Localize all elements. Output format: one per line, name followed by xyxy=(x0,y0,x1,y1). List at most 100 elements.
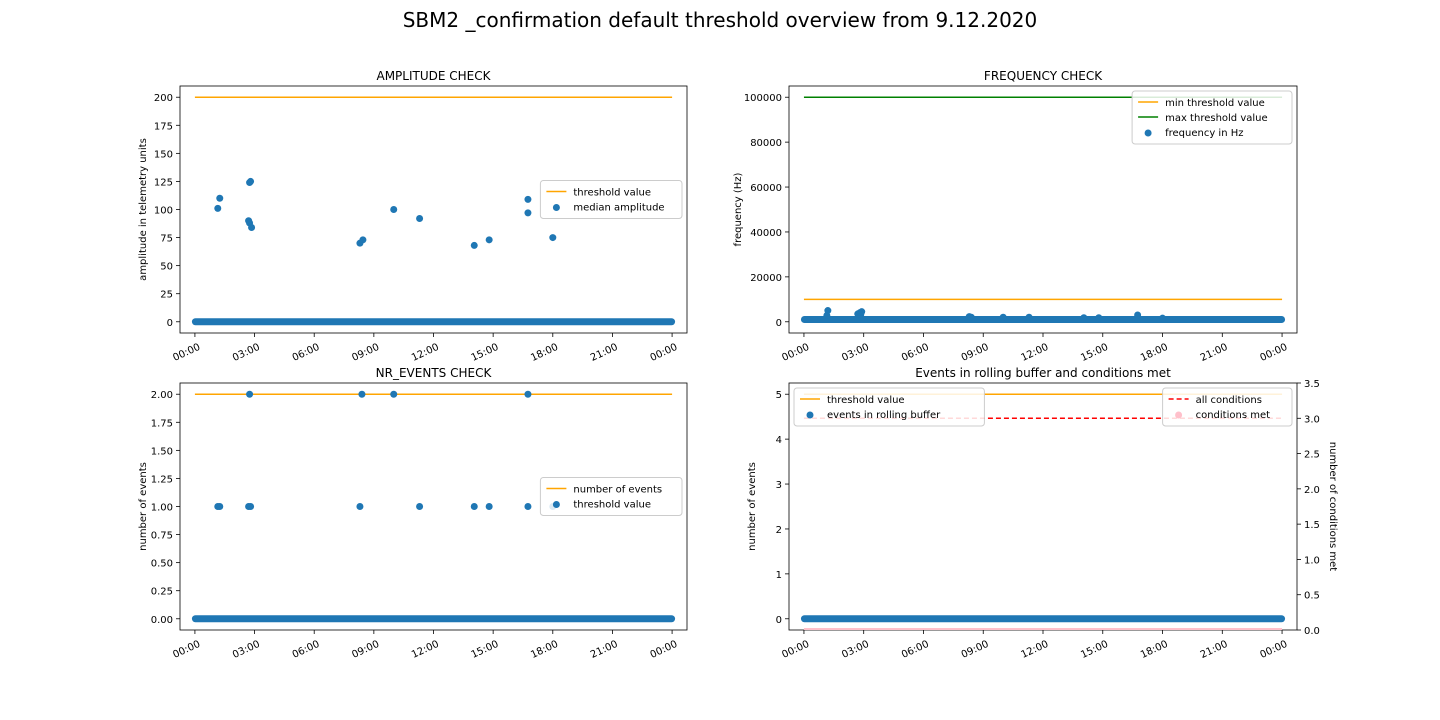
xtick-label: 03:00 xyxy=(231,342,262,364)
legend-swatch-dot xyxy=(1175,411,1183,419)
ytick-label: 1.75 xyxy=(151,418,173,429)
data-point xyxy=(216,194,224,202)
ytick-label: 60000 xyxy=(750,183,782,194)
data-point xyxy=(248,223,256,231)
ytick-label: 200 xyxy=(154,93,173,104)
data-point xyxy=(524,390,532,398)
chart-amplitude: AMPLITUDE CHECK 0 25 50 75 100 125 150 175 200 00:… xyxy=(138,69,688,364)
legend-box xyxy=(539,180,683,219)
xtick-label: 09:00 xyxy=(960,342,991,364)
xtick-label: 12:00 xyxy=(410,639,441,661)
legend-swatch-dot xyxy=(1144,129,1152,137)
ytick-label: 175 xyxy=(154,121,173,132)
legend-swatch-dot xyxy=(552,204,560,211)
data-point xyxy=(247,503,255,510)
ytick-label: 20000 xyxy=(750,273,782,284)
ytick-label: 0.25 xyxy=(151,587,173,598)
ytick-label: 80000 xyxy=(750,138,782,149)
data-point xyxy=(390,206,398,213)
data-point xyxy=(1134,311,1142,319)
data-point xyxy=(485,236,493,244)
ytick-label: 1.50 xyxy=(151,446,173,457)
data-point xyxy=(470,241,478,249)
baseline-points xyxy=(800,615,1286,623)
xtick-label: 21:00 xyxy=(589,639,620,661)
y-axis-label: amplitude in telemetry units xyxy=(138,138,149,281)
legend: threshold value events in rolling buffer xyxy=(793,387,985,427)
legend-label: number of events xyxy=(573,485,662,496)
xtick-label: 09:00 xyxy=(350,639,381,661)
data-point xyxy=(524,195,532,203)
ytick-label: 0 xyxy=(776,615,782,626)
ytick-right-label: 0.0 xyxy=(1304,626,1320,637)
ytick-label: 125 xyxy=(154,177,173,188)
data-point xyxy=(359,236,367,244)
data-point xyxy=(247,177,255,185)
baseline-points xyxy=(191,318,676,326)
xtick-label: 21:00 xyxy=(589,342,620,364)
ytick-label: 25 xyxy=(160,290,173,301)
legend-label: all conditions xyxy=(1196,395,1262,406)
ytick-right-label: 3.0 xyxy=(1304,414,1320,425)
data-point xyxy=(524,503,532,510)
xtick-label: 18:00 xyxy=(529,342,560,364)
ytick-label: 0 xyxy=(776,318,782,329)
ytick-label: 2.00 xyxy=(151,390,173,401)
xtick-label: 06:00 xyxy=(291,342,322,364)
xtick-label: 18:00 xyxy=(1139,342,1170,364)
data-point xyxy=(416,503,424,510)
ytick-label: 1.25 xyxy=(151,474,173,485)
xtick-label: 06:00 xyxy=(291,639,322,661)
xtick-label: 18:00 xyxy=(1139,639,1170,661)
data-point xyxy=(549,234,557,242)
xtick-label: 00:00 xyxy=(649,342,680,364)
ytick-right-label: 2.0 xyxy=(1304,485,1320,496)
ytick-right-label: 3.5 xyxy=(1304,379,1320,390)
chart-nr_events: NR_EVENTS CHECK 0.00 0.25 0.50 0.75 1.00 1.25 1… xyxy=(138,366,688,661)
xtick-label: 15:00 xyxy=(1079,639,1110,661)
ytick-label: 150 xyxy=(154,149,173,160)
data-point xyxy=(1080,314,1088,322)
ytick-label: 5 xyxy=(776,390,782,401)
chart-title: NR_EVENTS CHECK xyxy=(376,366,493,380)
ytick-label: 40000 xyxy=(750,228,782,239)
chart-title: FREQUENCY CHECK xyxy=(984,69,1103,83)
xtick-label: 00:00 xyxy=(1259,342,1290,364)
legend-box xyxy=(1162,387,1293,427)
legend-label: min threshold value xyxy=(1165,98,1265,109)
ytick-label: 0 xyxy=(167,318,173,329)
xtick-label: 12:00 xyxy=(1019,639,1050,661)
data-point xyxy=(857,311,865,319)
xtick-label: 00:00 xyxy=(780,639,811,661)
ytick-label: 4 xyxy=(776,435,782,446)
data-point xyxy=(1025,313,1033,321)
baseline-points xyxy=(800,316,1286,324)
ytick-label: 3 xyxy=(776,480,782,491)
legend-label: threshold value xyxy=(573,188,651,199)
xtick-label: 12:00 xyxy=(1019,342,1050,364)
xtick-label: 00:00 xyxy=(171,639,202,661)
data-point xyxy=(470,503,478,510)
legend-label: threshold value xyxy=(573,500,651,511)
baseline-points xyxy=(191,615,676,623)
ytick-label: 1.00 xyxy=(151,503,173,514)
ytick-right-label: 1.5 xyxy=(1304,520,1320,531)
ytick-label: 0.00 xyxy=(151,615,173,626)
y-axis-right-label: number of conditions met xyxy=(1327,442,1338,572)
legend-box xyxy=(793,387,985,427)
xtick-label: 00:00 xyxy=(171,342,202,364)
data-point xyxy=(358,390,366,398)
data-point xyxy=(246,390,254,398)
legend-swatch-dot xyxy=(552,501,560,508)
ytick-label: 75 xyxy=(160,234,173,245)
data-point xyxy=(1159,314,1167,322)
data-point xyxy=(967,313,975,321)
legend-label: frequency in Hz xyxy=(1165,128,1243,139)
ytick-label: 0.50 xyxy=(151,559,173,570)
data-point xyxy=(524,209,532,217)
data-point xyxy=(485,503,493,510)
xtick-label: 03:00 xyxy=(231,639,262,661)
data-point xyxy=(216,503,224,510)
